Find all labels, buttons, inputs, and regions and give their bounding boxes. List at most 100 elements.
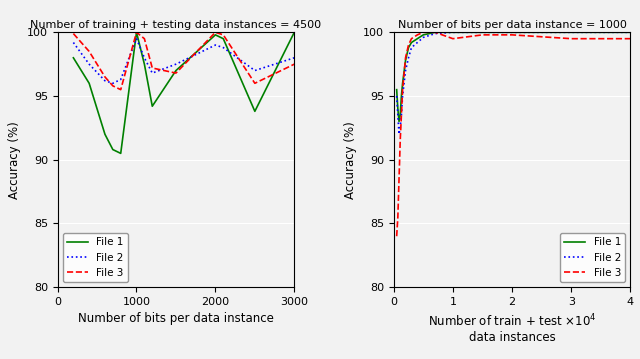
File 2 — [508, 30, 516, 34]
File 3 — [393, 234, 401, 238]
File 2 — [404, 56, 412, 60]
File 3 — [568, 37, 575, 41]
File 3 — [396, 139, 404, 143]
File 1 — [431, 30, 439, 34]
File 2 — [70, 40, 77, 45]
File 2 — [449, 30, 457, 34]
Title: Number of training + testing data instances = 4500: Number of training + testing data instan… — [30, 20, 321, 30]
Line: File 3: File 3 — [397, 32, 630, 236]
File 3 — [251, 81, 259, 85]
File 2 — [220, 46, 227, 50]
File 3 — [212, 30, 220, 34]
File 1 — [419, 33, 427, 37]
File 2 — [251, 68, 259, 73]
File 3 — [85, 49, 93, 53]
File 3 — [132, 30, 140, 34]
Line: File 1: File 1 — [74, 32, 294, 153]
File 1 — [408, 40, 415, 45]
File 3 — [419, 30, 427, 34]
File 3 — [148, 66, 156, 70]
Y-axis label: Accuracy (%): Accuracy (%) — [344, 121, 357, 199]
File 1 — [396, 113, 404, 117]
File 3 — [399, 88, 406, 92]
File 3 — [101, 75, 109, 79]
File 2 — [109, 81, 116, 85]
File 1 — [397, 94, 405, 98]
File 2 — [397, 113, 405, 117]
File 2 — [141, 56, 148, 60]
Line: File 2: File 2 — [74, 39, 294, 83]
File 3 — [141, 37, 148, 41]
File 1 — [132, 30, 140, 34]
File 1 — [251, 109, 259, 113]
File 3 — [220, 33, 227, 37]
File 2 — [402, 68, 410, 73]
File 1 — [399, 81, 406, 85]
File 3 — [479, 33, 486, 37]
File 1 — [141, 62, 148, 66]
File 1 — [568, 30, 575, 34]
Line: File 3: File 3 — [74, 32, 294, 90]
Legend: File 1, File 2, File 3: File 1, File 2, File 3 — [560, 233, 625, 282]
File 1 — [393, 88, 401, 92]
File 1 — [394, 107, 402, 111]
File 3 — [172, 71, 180, 75]
File 2 — [291, 56, 298, 60]
File 2 — [117, 77, 125, 81]
File 1 — [148, 104, 156, 108]
Title: Number of bits per data instance = 1000: Number of bits per data instance = 1000 — [397, 20, 627, 30]
File 3 — [449, 37, 457, 41]
File 1 — [402, 58, 410, 62]
File 1 — [172, 68, 180, 73]
File 1 — [212, 33, 220, 37]
File 1 — [413, 37, 421, 41]
File 2 — [413, 40, 421, 45]
File 2 — [396, 126, 404, 130]
File 1 — [404, 46, 412, 50]
File 2 — [431, 32, 439, 36]
File 1 — [627, 30, 634, 34]
File 2 — [479, 30, 486, 34]
File 2 — [399, 94, 406, 98]
File 3 — [397, 113, 405, 117]
Line: File 1: File 1 — [397, 32, 630, 121]
File 2 — [408, 46, 415, 50]
File 3 — [291, 62, 298, 66]
File 2 — [393, 94, 401, 98]
File 3 — [395, 177, 403, 181]
File 3 — [70, 32, 77, 36]
File 2 — [419, 35, 427, 39]
File 2 — [101, 79, 109, 83]
File 1 — [70, 56, 77, 60]
X-axis label: Number of bits per data instance: Number of bits per data instance — [78, 312, 274, 326]
Y-axis label: Accuracy (%): Accuracy (%) — [8, 121, 21, 199]
File 2 — [132, 37, 140, 41]
File 2 — [395, 132, 403, 136]
File 3 — [109, 84, 116, 88]
File 1 — [395, 119, 403, 123]
File 3 — [627, 37, 634, 41]
File 1 — [508, 30, 516, 34]
Line: File 2: File 2 — [397, 32, 630, 134]
File 2 — [172, 62, 180, 66]
File 3 — [408, 37, 415, 41]
File 2 — [394, 113, 402, 117]
File 1 — [85, 81, 93, 85]
File 2 — [627, 30, 634, 34]
File 3 — [413, 33, 421, 37]
File 1 — [291, 30, 298, 34]
File 3 — [394, 215, 402, 219]
File 3 — [402, 56, 410, 60]
File 2 — [212, 43, 220, 47]
File 1 — [449, 30, 457, 34]
File 2 — [568, 30, 575, 34]
Legend: File 1, File 2, File 3: File 1, File 2, File 3 — [63, 233, 128, 282]
File 1 — [220, 37, 227, 41]
File 1 — [479, 30, 486, 34]
File 2 — [148, 71, 156, 75]
File 2 — [85, 62, 93, 66]
File 1 — [101, 132, 109, 136]
File 1 — [117, 151, 125, 155]
File 3 — [404, 43, 412, 47]
File 3 — [117, 88, 125, 92]
